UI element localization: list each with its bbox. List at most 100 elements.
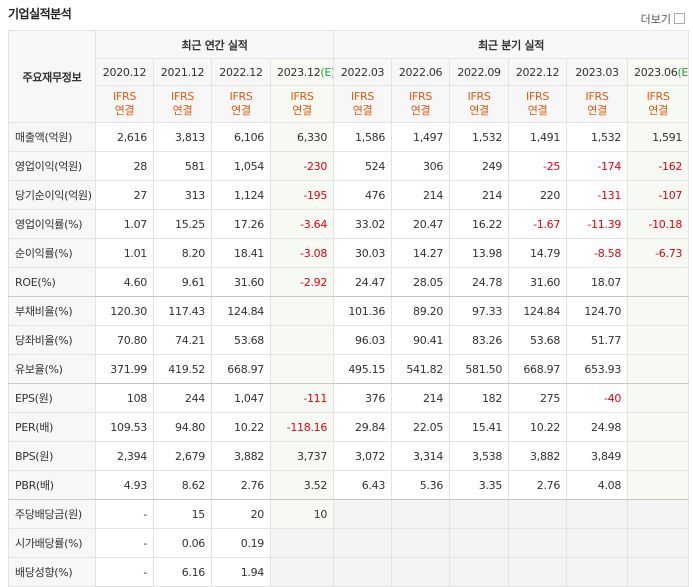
basis-header: IFRS 연결 [449, 85, 510, 123]
basis-label: IFRS [290, 90, 314, 103]
empty-cell [333, 499, 393, 529]
value-cell: 108 [95, 383, 154, 413]
basis-label: 연결 [648, 104, 668, 117]
value-cell: -174 [566, 151, 629, 181]
basis-label: 연결 [527, 104, 548, 117]
data-row: PER(배) 109.53 94.80 10.22 -118.16 29.84 22.05 1… [8, 412, 690, 442]
empty-cell [449, 557, 510, 587]
value-cell: 2.76 [211, 470, 271, 500]
value-cell: 124.84 [211, 296, 271, 326]
basis-label: 연결 [352, 104, 373, 117]
value-cell: 6.43 [333, 470, 393, 500]
empty-cell [627, 267, 690, 297]
empty-cell [333, 557, 393, 587]
basis-header: IFRS 연결 [566, 85, 629, 123]
row-label: BPS(원) [8, 441, 96, 471]
value-cell: - [95, 557, 154, 587]
period-label: 2022.06 [398, 65, 443, 79]
basis-header: IFRS 연결 [627, 85, 690, 123]
empty-cell [566, 499, 629, 529]
value-cell: 51.77 [566, 325, 629, 355]
value-cell: 419.52 [153, 354, 212, 384]
header-row: 2020.122021.122022.122023.12(E)2022.0320… [9, 58, 690, 86]
value-cell: 214 [391, 383, 451, 413]
row-label: PER(배) [8, 412, 96, 442]
value-cell: -195 [269, 180, 335, 210]
basis-label: IFRS [229, 90, 253, 103]
empty-cell [627, 325, 690, 355]
value-cell: 1,532 [449, 122, 510, 152]
basis-label: 연결 [172, 104, 193, 117]
basis-label: 연결 [469, 104, 489, 117]
period-label: 2023.03 [575, 65, 619, 79]
value-cell: 97.33 [449, 296, 510, 326]
empty-cell [269, 557, 335, 587]
empty-cell [269, 325, 335, 355]
value-cell: 6,330 [269, 122, 335, 152]
estimate-mark: (E) [320, 65, 332, 79]
empty-cell [269, 528, 335, 558]
period-header: 2021.12 [153, 58, 212, 86]
row-label: ROE(%) [8, 267, 96, 297]
period-label: 2023.12 [277, 65, 321, 79]
basis-label: IFRS [646, 90, 670, 103]
basis-label: 연결 [114, 104, 135, 117]
empty-cell [391, 557, 451, 587]
more-link[interactable]: 더보기 [641, 11, 685, 27]
empty-cell [508, 499, 568, 529]
basis-label: IFRS [526, 90, 550, 103]
basis-label: 연결 [292, 104, 312, 117]
value-cell: 1.07 [95, 209, 154, 239]
value-cell: 541.82 [391, 354, 451, 384]
value-cell: -3.64 [269, 209, 335, 239]
row-label: 배당성향(%) [8, 557, 96, 587]
period-header: 2022.12 [211, 58, 271, 86]
period-label: 2023.06 [634, 65, 678, 79]
empty-cell [627, 441, 690, 471]
value-cell: 96.03 [333, 325, 393, 355]
value-cell: - [95, 499, 154, 529]
value-cell: 1,591 [627, 122, 690, 152]
header-row: 주요재무정보 최근 연간 실적 최근 분기 실적 [8, 30, 690, 123]
value-cell: 3,737 [269, 441, 335, 471]
value-cell: 90.41 [391, 325, 451, 355]
value-cell: 31.60 [211, 267, 271, 297]
empty-cell [627, 499, 690, 529]
period-header: 2022.06 [391, 58, 451, 86]
empty-cell [627, 296, 690, 326]
value-cell: 28 [95, 151, 154, 181]
value-cell: 6.16 [153, 557, 212, 587]
period-label: 2020.12 [102, 65, 147, 79]
value-cell: 29.84 [333, 412, 393, 442]
value-cell: 124.84 [508, 296, 568, 326]
basis-label: IFRS [467, 90, 491, 103]
value-cell: 15.41 [449, 412, 510, 442]
value-cell: 1,047 [211, 383, 271, 413]
value-cell: 6,106 [211, 122, 271, 152]
value-cell: 120.30 [95, 296, 154, 326]
row-label: 매출액(억원) [8, 122, 96, 152]
empty-cell [627, 383, 690, 413]
row-label: 영업이익(억원) [8, 151, 96, 181]
value-cell: 0.06 [153, 528, 212, 558]
value-cell: -40 [566, 383, 629, 413]
value-cell: 15 [153, 499, 212, 529]
value-cell: 8.62 [153, 470, 212, 500]
period-header: 2020.12 [95, 58, 154, 86]
value-cell: 8.20 [153, 238, 212, 268]
row-label: 당기순이익(억원) [8, 180, 96, 210]
period-header: 2023.12(E) [269, 58, 335, 86]
value-cell: 24.98 [566, 412, 629, 442]
data-row: 배당성향(%) -6.16 1.94 [8, 557, 690, 587]
value-cell: 109.53 [95, 412, 154, 442]
data-row: 시가배당률(%) -0.06 0.19 [8, 528, 690, 558]
value-cell: 524 [333, 151, 393, 181]
value-cell: 16.22 [449, 209, 510, 239]
basis-header: IFRS 연결 [153, 85, 212, 123]
value-cell: 1.01 [95, 238, 154, 268]
value-cell: 15.25 [153, 209, 212, 239]
value-cell: 18.07 [566, 267, 629, 297]
basis-label: IFRS [585, 90, 609, 103]
empty-cell [627, 528, 690, 558]
